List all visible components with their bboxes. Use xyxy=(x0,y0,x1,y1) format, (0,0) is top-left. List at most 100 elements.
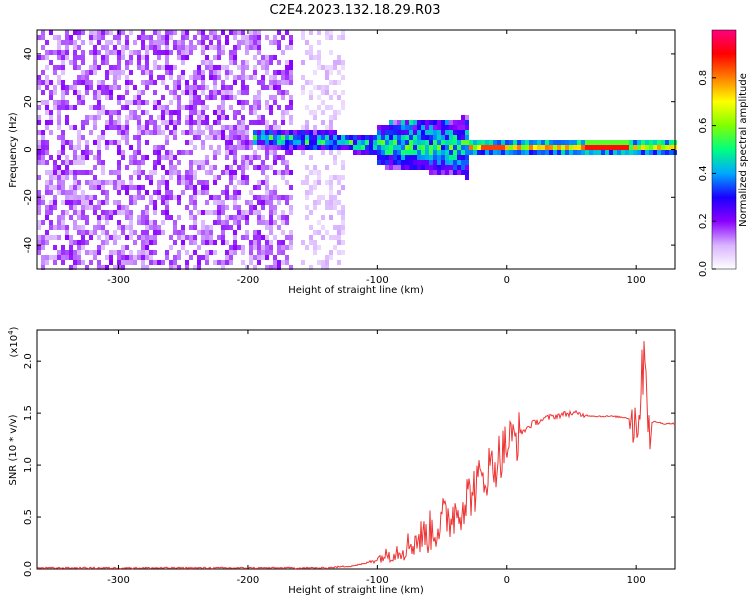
spectrogram-cell xyxy=(621,140,625,145)
spectrogram-cell xyxy=(329,150,333,155)
spectrogram-cell xyxy=(325,135,329,140)
spectrogram-cell xyxy=(53,85,57,90)
spectrogram-cell xyxy=(277,45,281,50)
spectrogram-cell xyxy=(89,185,93,190)
spectrogram-cell xyxy=(325,140,329,145)
x-tick-label: -100 xyxy=(366,275,389,286)
spectrogram-cell xyxy=(397,135,401,140)
spectrogram-cell xyxy=(101,245,105,250)
spectrogram-cell xyxy=(273,80,277,85)
spectrogram-cell xyxy=(245,45,249,50)
spectrogram-cell xyxy=(181,150,185,155)
spectrogram-cell xyxy=(89,230,93,235)
spectrogram-cell xyxy=(129,160,133,165)
spectrogram-cell xyxy=(313,145,317,150)
spectrogram-cell xyxy=(397,165,401,170)
spectrogram-cell xyxy=(533,145,537,150)
spectrogram-cell xyxy=(93,255,97,260)
spectrogram-cell xyxy=(117,210,121,215)
spectrogram-cell xyxy=(169,190,173,195)
spectrogram-cell xyxy=(125,235,129,240)
spectrogram-cell xyxy=(161,115,165,120)
spectrogram-cell xyxy=(437,120,441,125)
spectrogram-cell xyxy=(421,135,425,140)
spectrogram-cell xyxy=(213,70,217,75)
spectrogram-cell xyxy=(57,150,61,155)
spectrogram-cell xyxy=(269,205,273,210)
spectrogram-cell xyxy=(173,195,177,200)
spectrogram-cell xyxy=(109,250,113,255)
spectrogram-cell xyxy=(69,190,73,195)
spectrogram-cell xyxy=(393,155,397,160)
spectrogram-cell xyxy=(313,125,317,130)
spectrogram-cell xyxy=(265,35,269,40)
spectrogram-cell xyxy=(317,145,321,150)
spectrogram-cell xyxy=(133,155,137,160)
spectrogram-cell xyxy=(321,135,325,140)
spectrogram-cell xyxy=(437,165,441,170)
spectrogram-cell xyxy=(453,140,457,145)
spectrogram-cell xyxy=(109,120,113,125)
spectrogram-cell xyxy=(361,140,365,145)
spectrogram-cell xyxy=(621,150,625,155)
spectrogram-cell xyxy=(249,255,253,260)
spectrogram-cell xyxy=(73,190,77,195)
spectrogram-cell xyxy=(57,105,61,110)
spectrogram-cell xyxy=(389,120,393,125)
spectrogram-cell xyxy=(457,130,461,135)
spectrogram-cell xyxy=(233,125,237,130)
spectrogram-cell xyxy=(141,245,145,250)
spectrogram-cell xyxy=(437,135,441,140)
spectrogram-cell xyxy=(41,160,45,165)
spectrogram-cell xyxy=(229,145,233,150)
spectrogram-cell xyxy=(217,260,221,265)
spectrogram-cell xyxy=(517,145,521,150)
spectrogram-cell xyxy=(181,70,185,75)
spectrogram-cell xyxy=(201,210,205,215)
spectrogram-cell xyxy=(385,150,389,155)
spectrogram-cell xyxy=(665,150,669,155)
spectrogram-cell xyxy=(93,30,97,35)
spectrogram-cell xyxy=(437,130,441,135)
spectrogram-cell xyxy=(53,35,57,40)
spectrogram-cell xyxy=(261,245,265,250)
spectrogram-cell xyxy=(273,260,277,265)
spectrogram-cell xyxy=(305,40,309,45)
spectrogram-cell xyxy=(121,185,125,190)
spectrogram-cell xyxy=(37,150,41,155)
spectrogram-cell xyxy=(173,125,177,130)
spectrogram-cell xyxy=(305,145,309,150)
spectrogram-cell xyxy=(289,185,293,190)
spectrogram-cell xyxy=(129,60,133,65)
spectrogram-cell xyxy=(301,260,305,265)
spectrogram-cell xyxy=(461,120,465,125)
spectrogram-cell xyxy=(193,130,197,135)
spectrogram-cell xyxy=(205,255,209,260)
spectrogram-cell xyxy=(281,50,285,55)
spectrogram-cell xyxy=(217,120,221,125)
spectrogram-cell xyxy=(437,155,441,160)
spectrogram-cell xyxy=(385,145,389,150)
spectrogram-cell xyxy=(245,180,249,185)
spectrogram-cell xyxy=(269,55,273,60)
spectrogram-cell xyxy=(265,235,269,240)
spectrogram-cell xyxy=(201,60,205,65)
spectrogram-cell xyxy=(217,135,221,140)
spectrogram-cell xyxy=(433,155,437,160)
spectrogram-cell xyxy=(105,235,109,240)
spectrogram-cell xyxy=(405,140,409,145)
spectrogram-cell xyxy=(177,265,181,270)
spectrogram-cell xyxy=(341,145,345,150)
spectrogram-cell xyxy=(89,130,93,135)
spectrogram-cell xyxy=(197,165,201,170)
spectrogram-cell xyxy=(69,140,73,145)
spectrogram-cell xyxy=(313,140,317,145)
spectrogram-cell xyxy=(157,230,161,235)
spectrogram-cell xyxy=(261,120,265,125)
spectrogram-cell xyxy=(73,45,77,50)
spectrogram-cell xyxy=(305,140,309,145)
spectrogram-cell xyxy=(169,110,173,115)
spectrogram-cell xyxy=(141,35,145,40)
spectrogram-cell xyxy=(57,125,61,130)
spectrogram-cell xyxy=(341,225,345,230)
